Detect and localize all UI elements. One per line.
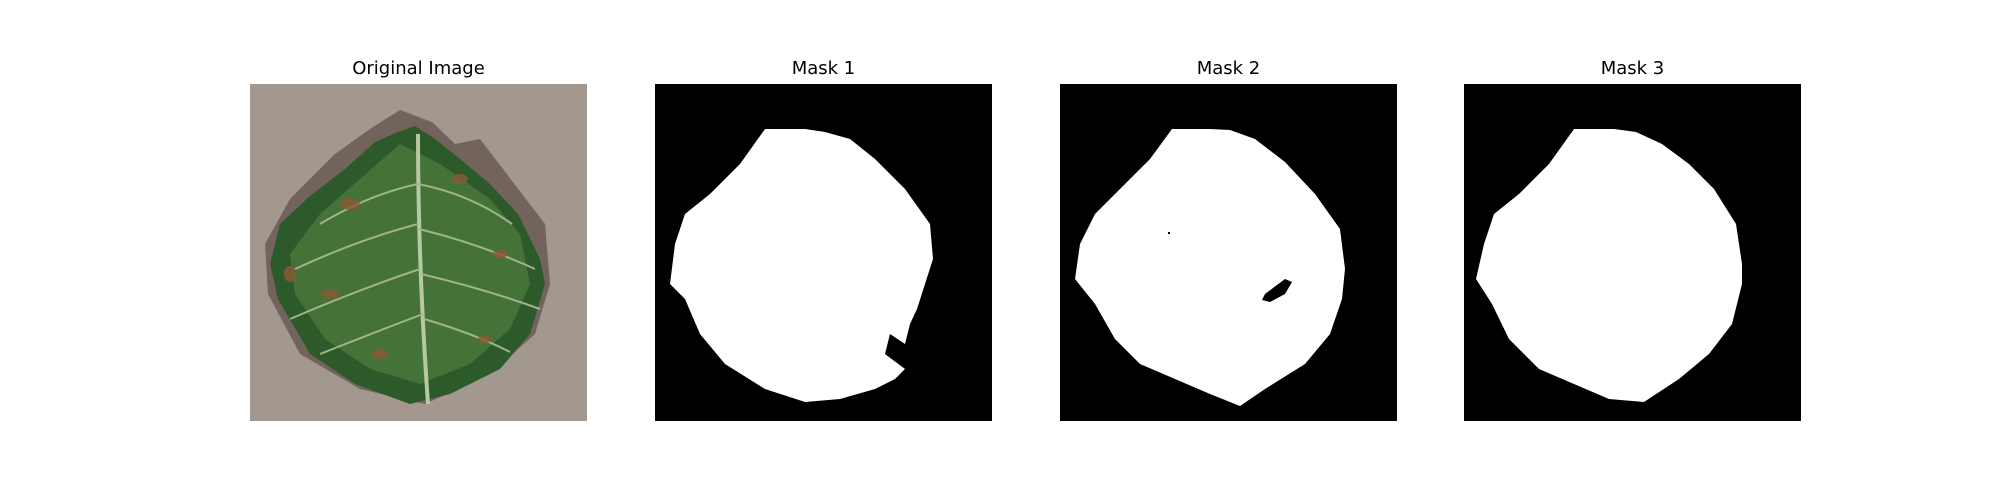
mask-2-image <box>1060 84 1397 421</box>
mask-2-speck <box>1168 232 1170 234</box>
leaf-midrib <box>416 133 430 405</box>
mask-3-panel <box>1464 84 1801 421</box>
mask-1-foreground <box>670 129 933 402</box>
mask-2-panel <box>1060 84 1397 421</box>
original-image-panel <box>250 84 587 421</box>
mask-2-title: Mask 2 <box>1196 58 1261 79</box>
leaf-lesions <box>284 174 507 359</box>
leaf-photo <box>250 84 587 421</box>
mask-1-title: Mask 1 <box>791 58 856 79</box>
mask-3-foreground <box>1476 129 1742 402</box>
mask-2-hole <box>1262 279 1292 302</box>
mask-1-image <box>655 84 992 421</box>
mask-3-title: Mask 3 <box>1600 58 1665 79</box>
mask-2-foreground <box>1075 129 1345 406</box>
mask-1-panel <box>655 84 992 421</box>
mask-3-image <box>1464 84 1801 421</box>
original-image-title: Original Image <box>352 58 485 79</box>
leaf-side-veins <box>289 183 541 355</box>
